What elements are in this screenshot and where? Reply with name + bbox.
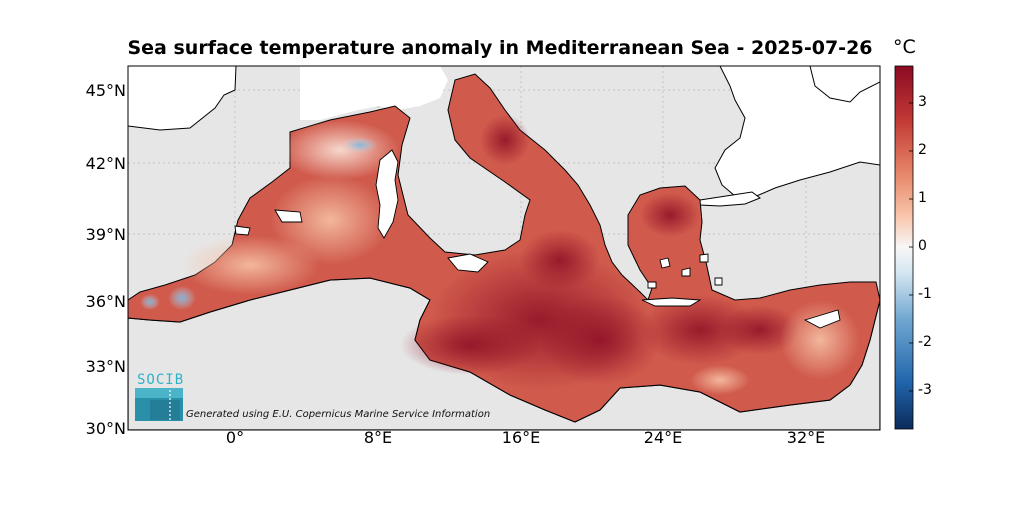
map-title: Sea surface temperature anomaly in Medit…: [127, 37, 873, 59]
colorbar-ticks: [909, 102, 913, 392]
islands: [234, 149, 841, 329]
island-mallorca: [274, 209, 303, 223]
island-crete: [641, 297, 702, 307]
land-crimea: [809, 66, 880, 103]
colorbar-label-neg2: -2: [918, 334, 932, 350]
lon-label-0: 0°: [225, 428, 245, 447]
lat-label-30: 30°N: [85, 419, 126, 438]
anomaly-shading: [140, 115, 860, 395]
lat-label-42: 42°N: [85, 154, 126, 173]
data-credit: Generated using E.U. Copernicus Marine S…: [186, 409, 491, 420]
lat-label-36: 36°N: [85, 292, 126, 311]
colorbar-label-2: 2: [918, 142, 927, 158]
colorbar: [894, 65, 914, 430]
lat-label-45: 45°N: [85, 81, 126, 100]
lon-label-24e: 24°E: [643, 428, 683, 447]
colorbar-label-neg3: -3: [918, 382, 932, 398]
colorbar-label-3: 3: [918, 94, 927, 110]
colorbar-label-1: 1: [918, 190, 927, 206]
land-alps: [300, 66, 448, 120]
lat-label-39: 39°N: [85, 225, 126, 244]
colorbar-unit: °C: [893, 36, 916, 58]
plot-frame: [127, 65, 881, 431]
lat-label-33: 33°N: [85, 357, 126, 376]
island-cyprus: [803, 309, 841, 329]
colorbar-label-neg1: -1: [918, 286, 932, 302]
island-ibiza: [234, 225, 251, 236]
island-sicily: [447, 253, 489, 273]
lon-label-32e: 32°E: [786, 428, 826, 447]
socib-logo-text: SOCIB: [137, 372, 185, 388]
land-europe-west: [128, 66, 237, 131]
lon-label-8e: 8°E: [363, 428, 393, 447]
socib-logo: [135, 388, 183, 421]
island-corsica-sardinia: [375, 149, 399, 239]
colorbar-label-0: 0: [918, 238, 927, 254]
lon-label-16e: 16°E: [501, 428, 541, 447]
